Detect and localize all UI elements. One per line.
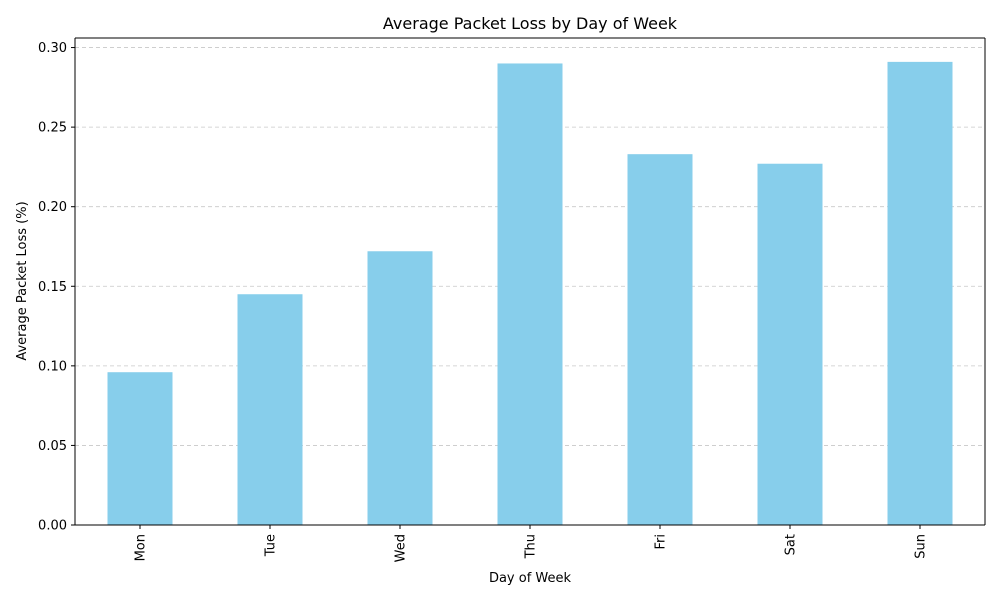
bar-fri bbox=[627, 154, 693, 525]
x-tick-label: Wed bbox=[394, 534, 409, 562]
y-axis-label: Average Packet Loss (%) bbox=[15, 201, 30, 360]
x-tick-label: Sat bbox=[784, 534, 799, 555]
chart-title: Average Packet Loss by Day of Week bbox=[383, 14, 678, 33]
bar-wed bbox=[367, 251, 433, 525]
x-tick-label: Fri bbox=[654, 534, 669, 550]
y-tick-label: 0.15 bbox=[38, 280, 67, 295]
y-tick-label: 0.05 bbox=[38, 439, 67, 454]
y-tick-label: 0.00 bbox=[38, 519, 67, 534]
x-tick-label: Tue bbox=[264, 534, 279, 557]
y-tick-label: 0.30 bbox=[38, 41, 67, 56]
x-tick-label: Sun bbox=[914, 534, 929, 559]
x-ticks: Mon Tue Wed Thu Fri Sat Sun bbox=[134, 525, 929, 562]
x-tick-label: Mon bbox=[134, 534, 149, 561]
bar-sun bbox=[887, 61, 953, 525]
y-tick-label: 0.25 bbox=[38, 121, 67, 136]
x-tick-label: Thu bbox=[524, 534, 539, 559]
bar-mon bbox=[107, 372, 173, 525]
x-axis-label: Day of Week bbox=[489, 571, 572, 586]
bar-tue bbox=[237, 294, 303, 525]
y-tick-label: 0.20 bbox=[38, 200, 67, 215]
bar-layer bbox=[107, 61, 953, 525]
y-ticks: 0.00 0.05 0.10 0.15 0.20 0.25 0.30 bbox=[38, 41, 75, 534]
bar-sat bbox=[757, 163, 823, 525]
y-tick-label: 0.10 bbox=[38, 359, 67, 374]
bar-thu bbox=[497, 63, 563, 525]
